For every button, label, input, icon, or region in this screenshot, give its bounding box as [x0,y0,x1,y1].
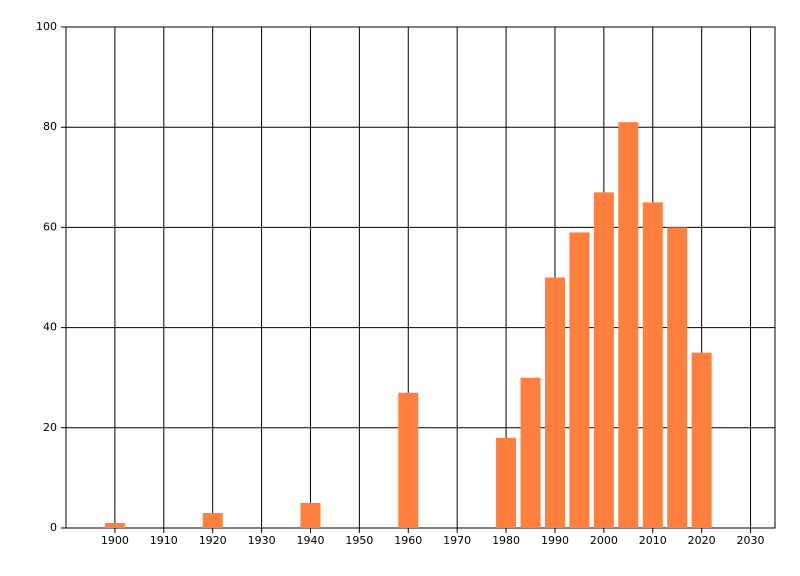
y-tick-label: 20 [43,421,57,434]
y-tick-label: 100 [36,20,57,33]
bar [520,377,541,528]
bar [544,277,565,528]
bar [691,352,712,528]
bar [642,202,663,528]
x-tick-label: 1980 [492,534,520,547]
bar [398,392,419,528]
x-tick-label: 1900 [101,534,129,547]
x-tick-label: 1950 [345,534,373,547]
bar [496,437,517,528]
x-tick-label: 1940 [296,534,324,547]
x-tick-label: 1920 [199,534,227,547]
x-tick-label: 2000 [590,534,618,547]
x-tick-label: 1960 [394,534,422,547]
y-tick-label: 40 [43,321,57,334]
y-tick-label: 60 [43,220,57,233]
x-tick-label: 1910 [150,534,178,547]
x-tick-label: 2010 [639,534,667,547]
bar [104,522,125,528]
y-tick-label: 80 [43,120,57,133]
y-tick-label: 0 [50,521,57,534]
bar [593,192,614,528]
bar [202,512,223,528]
x-tick-label: 1930 [248,534,276,547]
bar [300,502,321,528]
x-tick-label: 1990 [541,534,569,547]
bar [569,232,590,528]
x-tick-label: 1970 [443,534,471,547]
bar [618,122,639,528]
bar [667,227,688,528]
x-tick-label: 2030 [737,534,765,547]
x-tick-label: 2020 [688,534,716,547]
